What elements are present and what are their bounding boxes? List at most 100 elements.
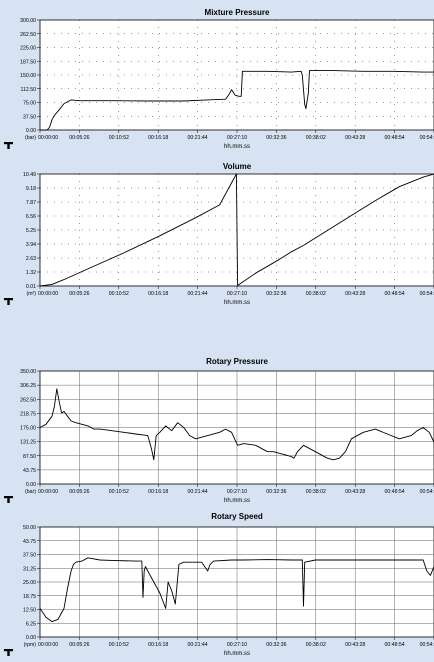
x-tick-label: 00:00:00: [38, 642, 58, 648]
y-tick-label: 0.01: [26, 284, 36, 290]
y-tick-label: 300.00: [20, 18, 36, 24]
y-tick-label: 262.50: [20, 397, 36, 403]
y-tick-label: 187.50: [20, 59, 36, 65]
x-tick-label: 00:54:: [420, 642, 434, 648]
x-axis-label: hh.mm.ss: [224, 651, 250, 657]
y-tick-label: 5.25: [26, 228, 36, 234]
x-tick-label: 00:48:54: [384, 489, 404, 495]
chart-title: Mixture Pressure: [205, 8, 270, 17]
x-tick-label: 00:38:02: [306, 291, 326, 297]
y-tick-label: 10.49: [23, 172, 36, 178]
series-line: [40, 70, 434, 131]
y-tick-label: 37.50: [23, 553, 36, 559]
x-tick-label: 00:27:10: [227, 642, 247, 648]
y-tick-label: 350.00: [20, 369, 36, 375]
y-tick-label: 306.25: [20, 383, 36, 389]
x-tick-label: 00:54:: [420, 489, 434, 495]
x-tick-label: 00:10:52: [109, 291, 129, 297]
x-tick-label: 00:43:28: [345, 642, 365, 648]
x-tick-label: 00:38:02: [306, 135, 326, 141]
cursor-marker-stem: [7, 650, 10, 656]
y-tick-label: 37.50: [23, 114, 36, 120]
y-tick-label: 218.75: [20, 411, 36, 417]
chart-panel-0: Mixture Pressure 00:00:00 00:05:26 00:10:52…: [4, 8, 434, 150]
y-tick-label: 43.75: [23, 468, 36, 474]
x-tick-label: 00:21:44: [187, 291, 207, 297]
x-tick-label: 00:54:: [420, 135, 434, 141]
x-tick-label: 00:32:36: [266, 135, 286, 141]
x-tick-label: 00:21:44: [187, 489, 207, 495]
x-tick-label: 00:32:36: [266, 642, 286, 648]
x-tick-label: 00:05:26: [69, 291, 89, 297]
y-tick-label: 262.50: [20, 32, 36, 38]
y-tick-label: 112.50: [21, 87, 37, 93]
y-tick-label: 12.50: [23, 608, 36, 614]
chart-panel-3: Rotary Speed 00:00:00 00:05:26 00:10:52 00:1…: [4, 512, 434, 657]
y-tick-label: 6.25: [26, 621, 36, 627]
y-tick-label: 3.94: [26, 242, 36, 248]
x-tick-label: 00:10:52: [109, 135, 129, 141]
chart-title: Rotary Pressure: [206, 357, 268, 366]
series-line: [39, 173, 434, 287]
x-tick-label: 00:48:54: [384, 291, 404, 297]
series-line: [39, 388, 434, 461]
cursor-marker-stem: [7, 497, 10, 503]
y-tick-label: 31.25: [23, 566, 36, 572]
cursor-marker-stem: [7, 143, 10, 149]
y-tick-label: 75.00: [23, 101, 36, 107]
y-tick-label: 150.00: [20, 73, 36, 79]
y-tick-label: 25.00: [23, 580, 36, 586]
x-tick-label: 00:43:28: [345, 135, 365, 141]
y-tick-label: 0.00: [26, 128, 36, 134]
y-tick-label: 2.63: [26, 256, 36, 262]
y-unit-label: (rpm): [24, 642, 37, 648]
x-tick-label: 00:00:00: [38, 291, 58, 297]
x-tick-label: 00:05:26: [69, 489, 89, 495]
x-tick-label: 00:38:02: [306, 489, 326, 495]
y-tick-label: 131.25: [20, 440, 36, 446]
x-tick-label: 00:16:18: [148, 135, 168, 141]
x-axis-label: hh.mm.ss: [224, 498, 250, 504]
chart-title: Rotary Speed: [211, 512, 263, 521]
y-unit-label: (bar): [25, 489, 36, 495]
x-tick-label: 00:48:54: [384, 642, 404, 648]
y-tick-label: 9.18: [26, 186, 36, 192]
y-unit-label: (m³): [26, 291, 36, 297]
x-tick-label: 00:21:44: [187, 135, 207, 141]
x-axis-label: hh.mm.ss: [224, 144, 250, 150]
x-tick-label: 00:00:00: [38, 489, 58, 495]
y-tick-label: 18.75: [23, 594, 36, 600]
x-tick-label: 00:27:10: [227, 489, 247, 495]
x-tick-label: 00:05:26: [69, 642, 89, 648]
x-tick-label: 00:10:52: [109, 642, 129, 648]
y-unit-label: (bar): [25, 135, 36, 141]
x-tick-label: 00:43:28: [345, 291, 365, 297]
x-tick-label: 00:43:28: [345, 489, 365, 495]
x-tick-label: 00:10:52: [109, 489, 129, 495]
x-axis-label: hh.mm.ss: [224, 300, 250, 306]
y-tick-label: 87.50: [23, 454, 36, 460]
y-tick-label: 43.75: [23, 539, 36, 545]
y-tick-label: 7.87: [26, 200, 36, 206]
y-tick-label: 0.00: [26, 635, 36, 641]
x-tick-label: 00:32:36: [266, 489, 286, 495]
chart-panel-2: Rotary Pressure 00:00:00 00:05:26 00:10:52 0…: [4, 357, 434, 504]
y-tick-label: 1.32: [26, 270, 36, 276]
x-tick-label: 00:16:18: [148, 642, 168, 648]
chart-title: Volume: [223, 162, 252, 171]
chart-panel-1: Volume 00:00:00 00:05:26 00:10:52 00:16:18 00…: [4, 162, 434, 306]
x-tick-label: 00:32:36: [266, 291, 286, 297]
series-line: [39, 557, 434, 623]
cursor-marker-stem: [7, 299, 10, 305]
x-tick-label: 00:54:: [420, 291, 434, 297]
x-tick-label: 00:38:02: [306, 642, 326, 648]
x-tick-label: 00:48:54: [384, 135, 404, 141]
y-tick-label: 0.00: [26, 482, 36, 488]
y-tick-label: 6.56: [26, 214, 36, 220]
x-tick-label: 00:27:10: [227, 135, 247, 141]
y-tick-label: 175.00: [20, 426, 36, 432]
x-tick-label: 00:05:26: [69, 135, 89, 141]
x-tick-label: 00:21:44: [187, 642, 207, 648]
x-tick-label: 00:16:18: [148, 489, 168, 495]
